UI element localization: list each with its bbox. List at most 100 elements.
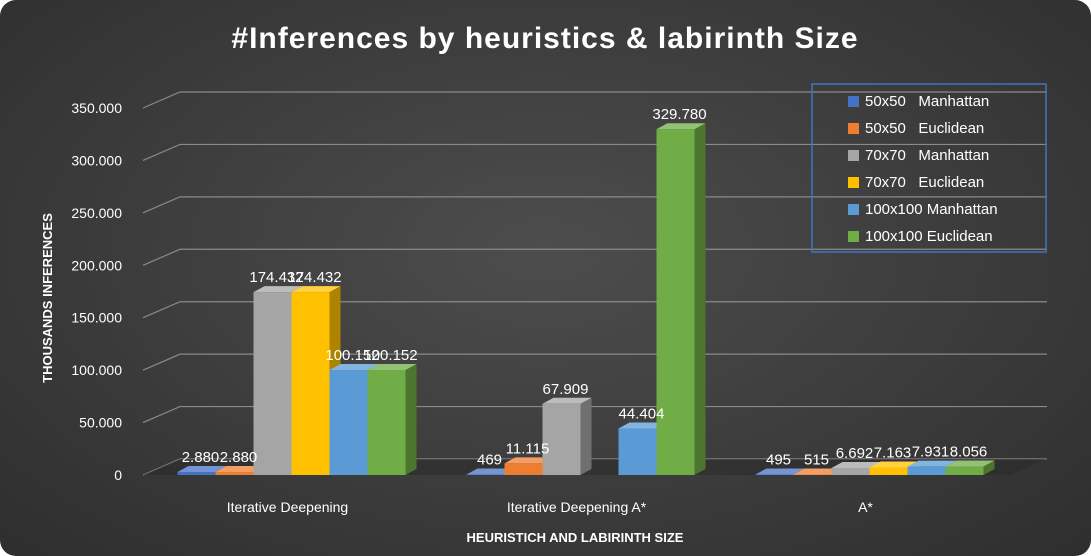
bar-front (618, 428, 657, 475)
bar-front (504, 463, 543, 475)
legend-item: 70x70 Euclidean (848, 174, 984, 191)
data-label: 329.780 (652, 106, 706, 123)
legend-box (811, 83, 1047, 253)
x-tick-label: A* (858, 499, 873, 515)
bar-front (793, 474, 832, 475)
bar (542, 397, 592, 475)
legend-label: 70x70 Euclidean (865, 174, 984, 191)
bar-side (694, 123, 706, 475)
bar-top (618, 422, 668, 429)
bar-front (907, 466, 946, 475)
legend-item: 50x50 Manhattan (848, 93, 989, 110)
legend-label: 50x50 Manhattan (865, 93, 989, 110)
legend-label: 100x100 Euclidean (865, 228, 993, 245)
bar-front (253, 292, 292, 475)
gridline (142, 143, 1047, 161)
legend-label: 50x50 Euclidean (865, 120, 984, 137)
data-label: 174.432 (287, 269, 341, 286)
bar (367, 363, 417, 475)
legend: 50x50 Manhattan 50x50 Euclidean 70x70 Manh… (811, 83, 1047, 253)
y-tick-label: 0 (114, 467, 122, 483)
bar (945, 460, 995, 475)
data-label: 44.404 (619, 405, 665, 422)
y-tick-label: 200.000 (71, 257, 122, 273)
bar-top (367, 363, 417, 370)
legend-label: 100x100 Manhattan (865, 201, 998, 218)
bar-front (215, 471, 254, 475)
bar-top (291, 286, 341, 293)
data-label: 8.056 (950, 444, 988, 461)
x-axis-ticks: Iterative Deepening Iterative Deepening A… (227, 499, 874, 515)
bar-front (831, 467, 870, 475)
gridlines (142, 91, 1047, 476)
bar-side (580, 397, 592, 475)
legend-swatch (848, 96, 859, 107)
y-axis-ticks: 0 50.000 100.000 150.000 200.000 250.000 300.0… (71, 100, 122, 483)
bars (177, 123, 995, 475)
bar-top (215, 465, 265, 472)
bar-front (329, 369, 368, 475)
data-label: 2.880 (220, 449, 258, 466)
bar-top (329, 363, 379, 370)
bar-front (869, 467, 908, 475)
gridline (142, 196, 1047, 214)
legend-swatch (848, 123, 859, 134)
bar-front (291, 292, 330, 475)
legend-item: 70x70 Manhattan (848, 147, 989, 164)
bar-front (367, 369, 406, 475)
data-label: 515 (804, 451, 829, 468)
bar-front (656, 129, 695, 475)
legend-swatch (848, 204, 859, 215)
chart-title: #Inferences by heuristics & labirinth Si… (231, 22, 858, 55)
y-axis-label: THOUSANDS INFERENCES (40, 213, 55, 383)
bar-side (983, 460, 995, 475)
legend-item: 50x50 Euclidean (848, 120, 984, 137)
bar-top (253, 286, 303, 293)
bar-top (177, 465, 227, 472)
gridline (142, 405, 1047, 424)
legend-item: 100x100 Euclidean (848, 228, 993, 245)
y-tick-label: 50.000 (79, 415, 122, 431)
data-label: 100.152 (325, 347, 379, 364)
y-tick-label: 250.000 (71, 205, 122, 221)
x-tick-label: Iterative Deepening (227, 499, 348, 515)
x-tick-label: Iterative Deepening A* (507, 499, 647, 515)
legend-swatch (848, 177, 859, 188)
bar-front (542, 403, 581, 475)
bar-top (504, 457, 554, 464)
legend-swatch (848, 150, 859, 161)
bar (656, 123, 706, 475)
legend-swatch (848, 231, 859, 242)
data-label: 67.909 (543, 381, 589, 398)
y-tick-label: 350.000 (71, 100, 122, 116)
data-label: 2.880 (182, 449, 220, 466)
y-tick-label: 300.000 (71, 152, 122, 168)
bar-front (945, 466, 984, 475)
gridline (142, 91, 1047, 109)
bar-top (656, 123, 706, 130)
bar-top (831, 461, 881, 468)
gridline (142, 301, 1047, 319)
y-tick-label: 150.000 (71, 310, 122, 326)
legend-label: 70x70 Manhattan (865, 147, 989, 164)
gridline (142, 353, 1047, 371)
bar-top (907, 460, 957, 467)
gridline (142, 248, 1047, 266)
x-axis-label: HEURISTICH AND LABIRINTH SIZE (467, 530, 684, 545)
bar-front (755, 474, 794, 475)
data-label: 7.163 (874, 444, 912, 461)
data-label: 174.432 (249, 269, 303, 286)
data-label: 6.692 (836, 445, 874, 462)
data-label: 495 (766, 451, 791, 468)
bar-top (793, 468, 843, 475)
legend-item: 100x100 Manhattan (848, 201, 998, 218)
bar-top (945, 460, 995, 467)
bar-top (755, 468, 805, 475)
bar-top (869, 461, 919, 468)
bar-side (405, 363, 417, 475)
data-label: 469 (477, 452, 502, 469)
bar-top (466, 468, 516, 475)
bar-front (177, 471, 216, 475)
